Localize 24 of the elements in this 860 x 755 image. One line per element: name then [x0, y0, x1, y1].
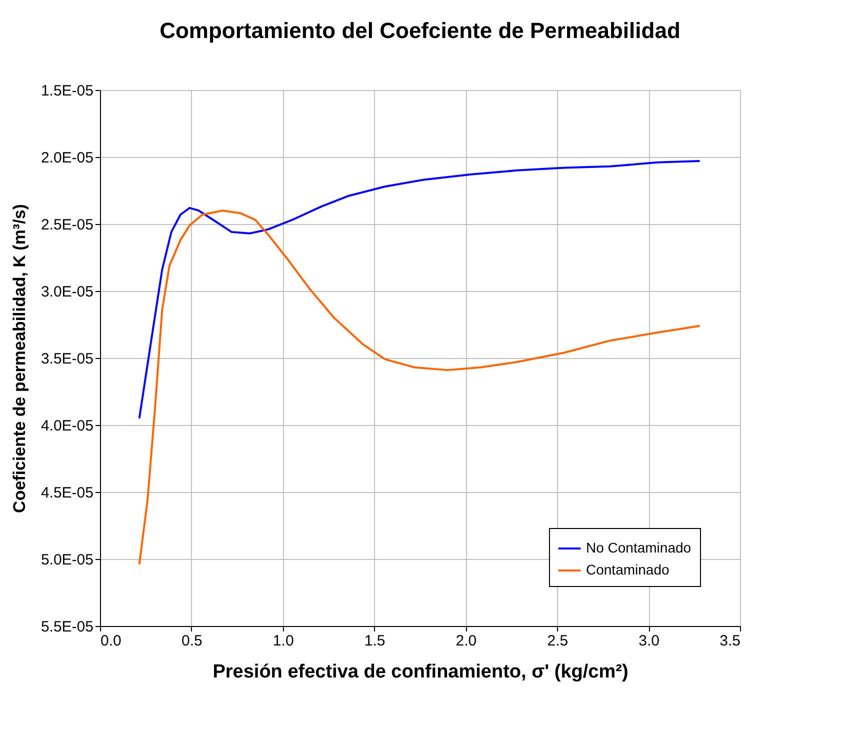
y-tick-label: 2.0E-05: [40, 150, 94, 166]
line-series: [138, 160, 701, 420]
line-series: [138, 210, 701, 566]
y-axis-title: Coeficiente de permeabilidad, K (m³/s): [10, 204, 29, 513]
x-tick-label: 0.0: [100, 632, 122, 650]
y-tick-label: 5.0E-05: [40, 552, 94, 568]
y-tick-label: 1.5E-05: [40, 82, 94, 100]
x-tick-label: 0.5: [182, 632, 202, 650]
y-tick-label: 3.5E-05: [40, 350, 94, 368]
y-tick-label: 2.5E-05: [40, 216, 94, 234]
x-tick-label: 3.0: [638, 632, 660, 650]
y-tick-label: 5.5E-05: [40, 618, 94, 636]
x-tick-label: 1.5: [364, 632, 386, 650]
y-tick-label: 4.5E-05: [40, 484, 94, 502]
legend-label: Contaminado: [586, 562, 670, 578]
y-tick-label: 3.0E-05: [40, 284, 94, 300]
legend-label: No Contaminado: [586, 540, 692, 556]
x-tick-label: 2.5: [547, 632, 568, 650]
x-axis-title: Presión efectiva de confinamiento, σ' (kg/cm²): [212, 662, 628, 682]
chart-title: Comportamiento del Coefciente de Permeabilidad: [160, 18, 680, 43]
y-tick-label: 4.0E-05: [40, 418, 94, 434]
x-tick-label: 3.5: [720, 632, 740, 650]
x-tick-label: 2.0: [456, 632, 477, 650]
x-tick-label: 1.0: [272, 632, 294, 650]
